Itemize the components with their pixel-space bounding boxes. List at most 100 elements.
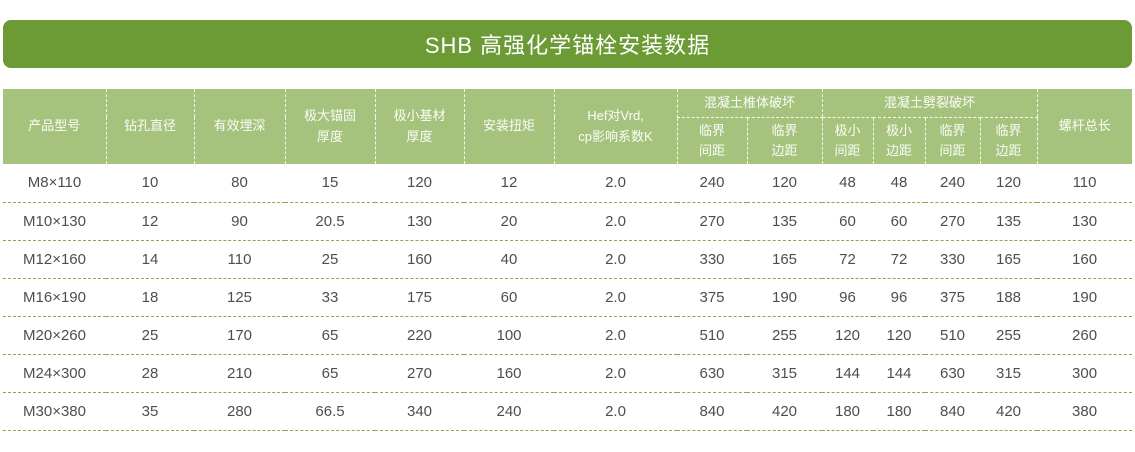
value-cell: 60 xyxy=(464,278,554,317)
value-cell: 90 xyxy=(194,202,285,241)
value-cell: 14 xyxy=(106,240,194,279)
value-cell: 72 xyxy=(873,240,926,279)
value-cell: 210 xyxy=(194,354,285,393)
col-header-effective-depth: 有效埋深 xyxy=(193,89,285,164)
value-cell: 120 xyxy=(747,164,823,203)
col-header-min-base-thickness: 极小基材 厚度 xyxy=(374,89,464,164)
value-cell: 315 xyxy=(980,354,1038,393)
value-cell: 120 xyxy=(873,316,926,355)
product-model-cell: M16×190 xyxy=(3,278,106,317)
value-cell: 25 xyxy=(285,240,375,279)
value-cell: 240 xyxy=(925,164,981,203)
value-cell: 380 xyxy=(1037,392,1133,431)
title-banner: SHB 高强化学锚栓安装数据 xyxy=(3,20,1132,68)
value-cell: 190 xyxy=(747,278,823,317)
value-cell: 65 xyxy=(285,316,375,355)
value-cell: 510 xyxy=(925,316,981,355)
value-cell: 270 xyxy=(677,202,747,241)
header-row-subcolumns: 临界 间距 临界 边距 极小 间距 极小 边距 临界 间距 临界 边距 xyxy=(3,117,1132,164)
value-cell: 180 xyxy=(873,392,926,431)
value-cell: 2.0 xyxy=(554,392,677,431)
col-header-product-model: 产品型号 xyxy=(3,89,106,164)
value-cell: 18 xyxy=(106,278,194,317)
value-cell: 65 xyxy=(285,354,375,393)
col-header-screw-total-length: 螺杆总长 xyxy=(1036,89,1133,164)
value-cell: 35 xyxy=(106,392,194,431)
product-model-cell: M8×110 xyxy=(3,164,106,203)
value-cell: 510 xyxy=(677,316,747,355)
value-cell: 340 xyxy=(375,392,464,431)
value-cell: 260 xyxy=(1037,316,1133,355)
value-cell: 2.0 xyxy=(554,240,677,279)
table-row: M12×160 14 110 25 160 40 2.0 330 165 72 72 330 165 16… xyxy=(3,240,1133,279)
value-cell: 135 xyxy=(747,202,823,241)
value-cell: 2.0 xyxy=(554,202,677,241)
product-model-cell: M30×380 xyxy=(3,392,106,431)
value-cell: 125 xyxy=(194,278,285,317)
value-cell: 165 xyxy=(747,240,823,279)
value-cell: 180 xyxy=(822,392,874,431)
value-cell: 80 xyxy=(194,164,285,203)
group-header-split-failure: 混凝土劈裂破坏 xyxy=(821,89,1038,118)
value-cell: 130 xyxy=(1037,202,1133,241)
page-title: SHB 高强化学锚栓安装数据 xyxy=(424,33,711,58)
value-cell: 100 xyxy=(464,316,554,355)
value-cell: 28 xyxy=(106,354,194,393)
value-cell: 130 xyxy=(375,202,464,241)
table-body: M8×110 10 80 15 120 12 2.0 240 120 48 48 240 120 110 M… xyxy=(3,164,1133,431)
value-cell: 315 xyxy=(747,354,823,393)
col-header-split-min-spacing: 极小 间距 xyxy=(821,117,874,164)
col-header-cone-critical-spacing: 临界 间距 xyxy=(676,117,747,164)
value-cell: 160 xyxy=(1037,240,1133,279)
col-header-split-min-edge: 极小 边距 xyxy=(872,117,926,164)
value-cell: 220 xyxy=(375,316,464,355)
value-cell: 96 xyxy=(822,278,874,317)
table-wrap: 产品型号 钻孔直径 有效埋深 极大锚固 厚度 极小基材 厚度 安装扭矩 Hef对… xyxy=(3,89,1133,431)
col-header-cone-critical-edge: 临界 边距 xyxy=(746,117,823,164)
col-header-drill-diameter: 钻孔直径 xyxy=(105,89,194,164)
product-model-cell: M20×260 xyxy=(3,316,106,355)
value-cell: 375 xyxy=(925,278,981,317)
value-cell: 66.5 xyxy=(285,392,375,431)
value-cell: 40 xyxy=(464,240,554,279)
value-cell: 420 xyxy=(747,392,823,431)
value-cell: 300 xyxy=(1037,354,1133,393)
value-cell: 2.0 xyxy=(554,354,677,393)
value-cell: 840 xyxy=(677,392,747,431)
table-row: M10×130 12 90 20.5 130 20 2.0 270 135 60 60 270 135 1… xyxy=(3,202,1133,241)
value-cell: 12 xyxy=(464,164,554,203)
value-cell: 2.0 xyxy=(554,164,677,203)
value-cell: 25 xyxy=(106,316,194,355)
value-cell: 190 xyxy=(1037,278,1133,317)
value-cell: 96 xyxy=(873,278,926,317)
value-cell: 280 xyxy=(194,392,285,431)
value-cell: 144 xyxy=(873,354,926,393)
value-cell: 330 xyxy=(677,240,747,279)
value-cell: 60 xyxy=(822,202,874,241)
value-cell: 110 xyxy=(194,240,285,279)
table-row: M30×380 35 280 66.5 340 240 2.0 840 420 180 180 840… xyxy=(3,392,1133,431)
value-cell: 840 xyxy=(925,392,981,431)
value-cell: 144 xyxy=(822,354,874,393)
product-model-cell: M12×160 xyxy=(3,240,106,279)
anchor-data-table: 产品型号 钻孔直径 有效埋深 极大锚固 厚度 极小基材 厚度 安装扭矩 Hef对… xyxy=(3,89,1133,431)
col-header-split-critical-edge: 临界 边距 xyxy=(979,117,1038,164)
group-header-cone-failure: 混凝土椎体破坏 xyxy=(676,89,823,118)
value-cell: 270 xyxy=(925,202,981,241)
value-cell: 255 xyxy=(747,316,823,355)
value-cell: 72 xyxy=(822,240,874,279)
value-cell: 2.0 xyxy=(554,278,677,317)
value-cell: 60 xyxy=(873,202,926,241)
col-header-install-torque: 安装扭矩 xyxy=(463,89,554,164)
value-cell: 630 xyxy=(677,354,747,393)
value-cell: 48 xyxy=(873,164,926,203)
table-row: M16×190 18 125 33 175 60 2.0 375 190 96 96 375 188 19… xyxy=(3,278,1133,317)
value-cell: 48 xyxy=(822,164,874,203)
value-cell: 375 xyxy=(677,278,747,317)
value-cell: 120 xyxy=(375,164,464,203)
header-row-groups: 产品型号 钻孔直径 有效埋深 极大锚固 厚度 极小基材 厚度 安装扭矩 Hef对… xyxy=(3,89,1133,164)
table-row: M24×300 28 210 65 270 160 2.0 630 315 144 144 630 31… xyxy=(3,354,1133,393)
value-cell: 15 xyxy=(285,164,375,203)
product-model-cell: M10×130 xyxy=(3,202,106,241)
value-cell: 2.0 xyxy=(554,316,677,355)
